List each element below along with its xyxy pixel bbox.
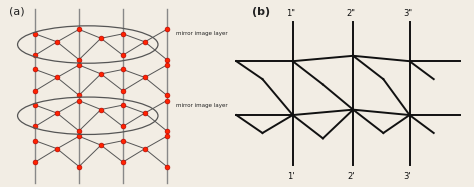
Text: 2": 2" xyxy=(346,9,356,18)
Text: 1": 1" xyxy=(286,9,295,18)
Text: 2': 2' xyxy=(347,172,355,182)
Text: 1': 1' xyxy=(287,172,294,182)
Text: (a): (a) xyxy=(9,6,24,16)
Text: 3': 3' xyxy=(404,172,411,182)
Text: (b): (b) xyxy=(252,7,271,17)
Text: mirror image layer: mirror image layer xyxy=(175,103,227,108)
Text: mirror image layer: mirror image layer xyxy=(175,31,227,36)
Text: 3": 3" xyxy=(403,9,412,18)
